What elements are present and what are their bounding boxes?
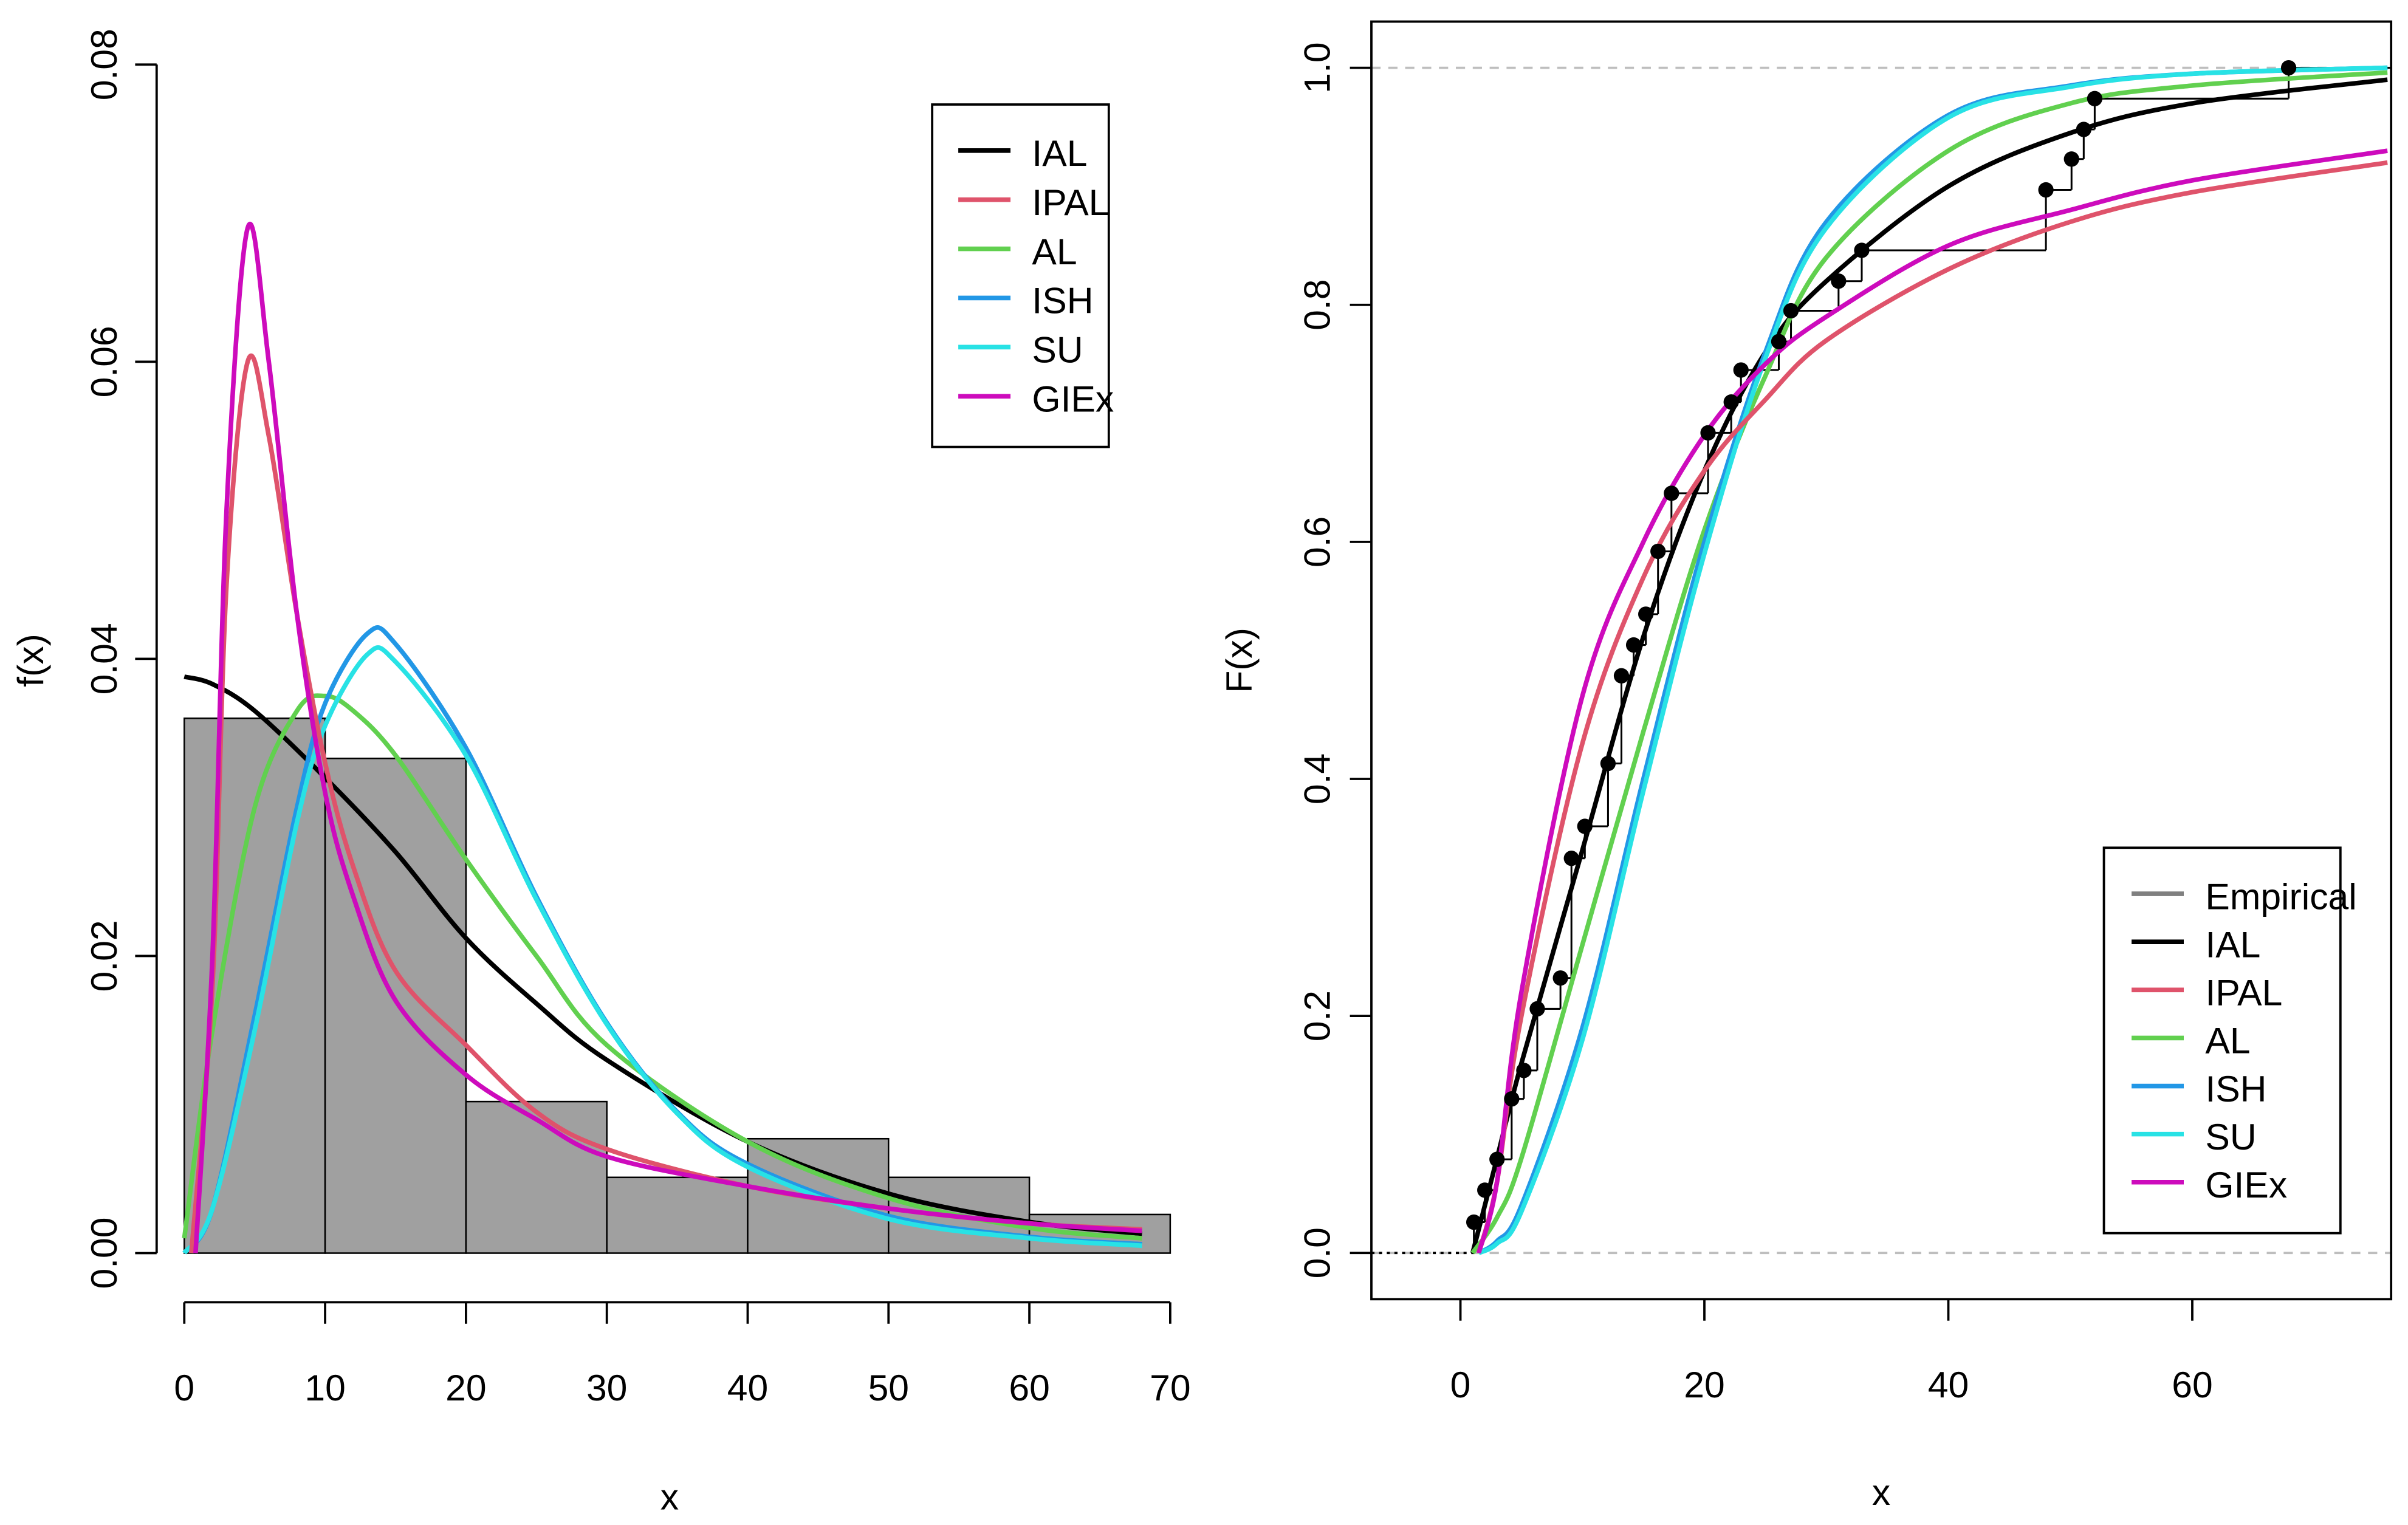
empirical-point [1600, 755, 1616, 772]
empirical-point [1638, 606, 1654, 622]
x-tick-label: 60 [2172, 1364, 2212, 1405]
empirical-point [1552, 970, 1568, 986]
empirical-point [1613, 668, 1630, 684]
legend-label: IPAL [2205, 972, 2282, 1013]
x-tick-label: 70 [1150, 1367, 1190, 1408]
empirical-point [1783, 303, 1799, 319]
y-tick-label: 0.2 [1297, 990, 1338, 1041]
legend-label: SU [2205, 1116, 2256, 1157]
y-tick-label: 0.8 [1297, 279, 1338, 331]
x-tick-label: 60 [1009, 1367, 1049, 1408]
y-tick-label: 0.08 [83, 29, 125, 100]
histogram-bar [465, 1100, 608, 1254]
legend-label: SU [1032, 329, 1083, 371]
plot-box [1370, 20, 2393, 1301]
y-tick-label: 0.02 [83, 920, 125, 992]
legend-box [931, 103, 1110, 448]
empirical-point [2076, 122, 2091, 137]
empirical-point [2087, 91, 2103, 106]
legend: Empirical IAL IPAL AL ISH SU GIEx [2102, 846, 2357, 1235]
x-tick-label: 10 [304, 1367, 345, 1408]
legend-label: Empirical [2205, 876, 2356, 917]
legend-label: GIEx [2205, 1164, 2287, 1205]
cdf-curve-ipal [1476, 160, 2388, 1254]
empirical-point [1650, 543, 1666, 560]
density-curve-al [182, 693, 1142, 1241]
left-y-axis-label: f(x) [10, 634, 51, 687]
empirical-point [1504, 1091, 1520, 1107]
empirical-point [2038, 182, 2054, 198]
cdf-curve-giex [1476, 148, 2388, 1254]
cdf-panel: 0 20 40 60 0.0 0.2 0.4 0.6 0.8 1.0 Empirical IAL IPA… [1297, 20, 2393, 1405]
legend-label: IAL [2205, 924, 2260, 965]
empirical-point [1700, 425, 1716, 441]
x-tick-label: 20 [1684, 1364, 1724, 1405]
empirical-point [1831, 273, 1847, 289]
right-x-axis-label: x [1872, 1472, 1890, 1513]
density-curve-giex [193, 221, 1142, 1253]
density-curve-su [182, 645, 1142, 1255]
x-tick-label: 20 [445, 1367, 486, 1408]
legend-label: ISH [2205, 1068, 2266, 1109]
y-tick-label: 0.4 [1297, 753, 1338, 804]
x-tick-label: 40 [727, 1367, 768, 1408]
empirical-point [1577, 818, 1593, 834]
legend-label: IPAL [1032, 182, 1109, 223]
cdf-curve-ial [1470, 77, 2388, 1254]
empirical-point [1529, 1001, 1545, 1017]
histogram-bar [606, 1176, 749, 1254]
left-x-axis-label: x [660, 1476, 679, 1518]
legend-box [2102, 846, 2342, 1235]
empirical-point [1477, 1182, 1493, 1198]
empirical-point [1771, 334, 1787, 349]
legend-label: AL [1032, 231, 1077, 272]
legend-label: GIEx [1032, 378, 1114, 419]
y-tick-label: 1.0 [1297, 42, 1338, 93]
legend-label: AL [2205, 1020, 2250, 1061]
empirical-point [1516, 1063, 1532, 1078]
legend-label: ISH [1032, 280, 1093, 321]
right-y-axis-label: F(x) [1218, 628, 1260, 693]
density-panel: 0 10 20 30 40 50 60 70 0.00 0.02 0.04 0.06 0.08 IAL IP… [83, 29, 1191, 1408]
histogram-bar [324, 757, 467, 1254]
x-tick-label: 40 [1928, 1364, 1969, 1405]
y-tick-label: 0.04 [83, 623, 125, 694]
empirical-point [2280, 60, 2297, 76]
empirical-point [1723, 394, 1739, 410]
x-tick-label: 0 [174, 1367, 194, 1408]
x-tick-label: 50 [868, 1367, 909, 1408]
y-tick-label: 0.00 [83, 1217, 125, 1289]
y-tick-label: 0.6 [1297, 516, 1338, 567]
empirical-point [1664, 485, 1679, 501]
y-tick-label: 0.0 [1297, 1227, 1338, 1278]
x-tick-label: 0 [1450, 1364, 1471, 1405]
empirical-point [1489, 1151, 1505, 1167]
empirical-point [1466, 1214, 1482, 1230]
cdf-curve-su [1477, 65, 2388, 1255]
empirical-point [1563, 851, 1579, 866]
empirical-point [2063, 151, 2079, 167]
empirical-point [1733, 362, 1749, 378]
y-tick-label: 0.06 [83, 326, 125, 397]
empirical-point [1625, 637, 1642, 653]
legend-label: IAL [1032, 132, 1087, 174]
legend: IAL IPAL AL ISH SU GIEx [931, 103, 1114, 448]
x-tick-label: 30 [586, 1367, 627, 1408]
empirical-point [1854, 242, 1870, 258]
